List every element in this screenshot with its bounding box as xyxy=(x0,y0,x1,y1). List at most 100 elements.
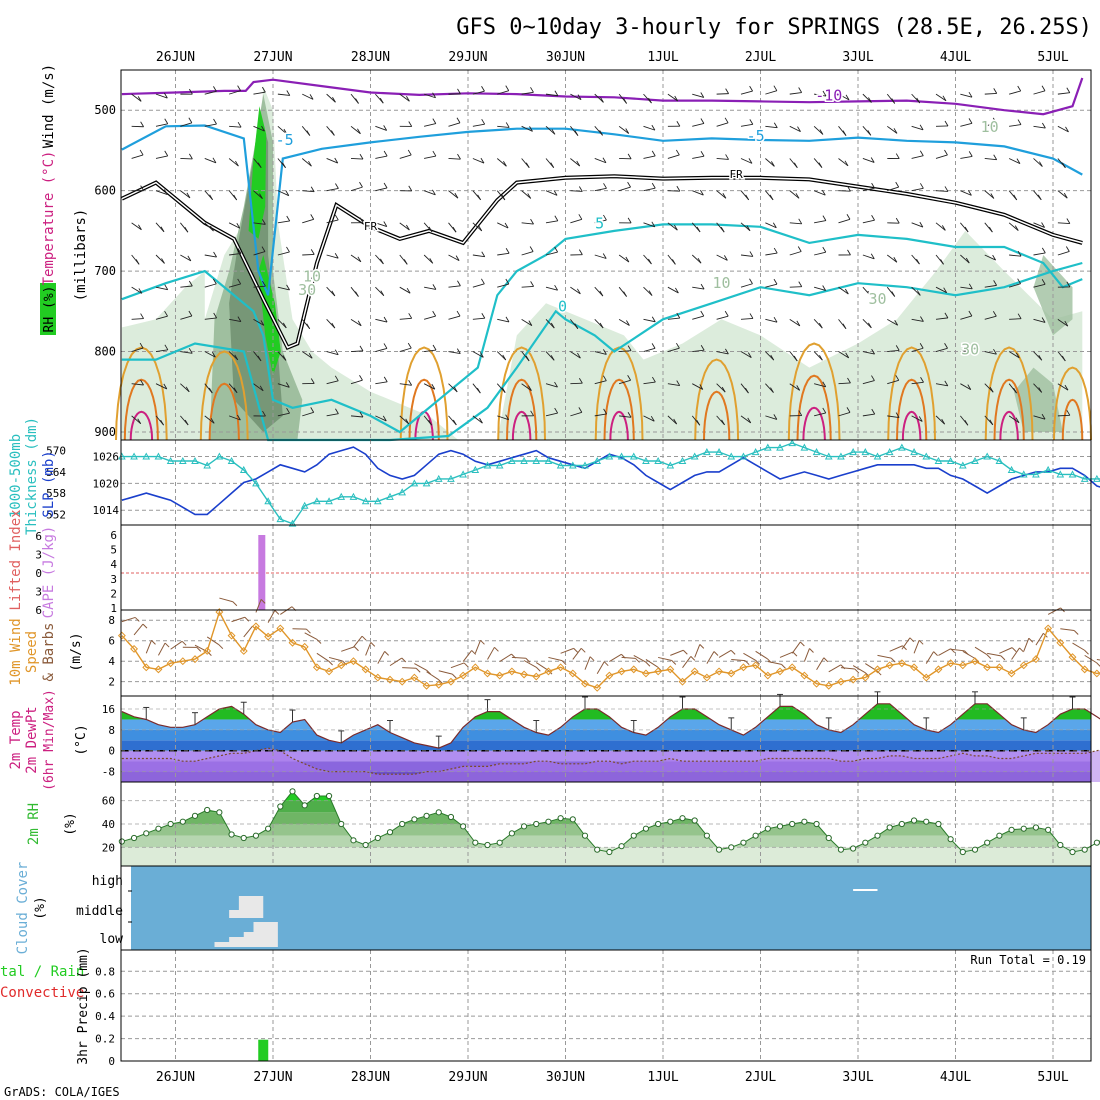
wind-barb-flag xyxy=(652,376,656,383)
wind-barb xyxy=(375,318,388,323)
rh2m-marker xyxy=(118,838,125,845)
wind-barb xyxy=(935,190,949,192)
wind-barb-flag xyxy=(842,323,847,329)
wind-barb xyxy=(448,351,461,355)
wind-barb-flag xyxy=(916,290,921,296)
wind-barb xyxy=(814,251,826,256)
wind-barb xyxy=(716,383,726,393)
rh2m-marker xyxy=(996,832,1003,839)
wind-barb xyxy=(1009,254,1022,257)
wind-barb xyxy=(765,222,777,229)
wind10m-barb xyxy=(743,652,756,661)
wind-barb-flag xyxy=(845,352,850,359)
wind-barb xyxy=(814,93,827,97)
ylabel-cloud-unit: (%) xyxy=(33,896,48,919)
wind-barb-flag xyxy=(456,117,461,124)
wind-barb xyxy=(521,383,532,391)
wind-barb xyxy=(838,158,849,167)
wind-barb-flag xyxy=(847,185,851,192)
slp-marker xyxy=(471,465,480,473)
wind10m-barb-flag xyxy=(671,660,677,665)
wind10m-barb xyxy=(645,659,658,668)
rh2m-marker xyxy=(216,809,223,816)
wind-barb xyxy=(155,349,168,352)
wind-barb-flag xyxy=(432,118,437,124)
wind-barb-flag xyxy=(478,225,483,232)
temperature-contour xyxy=(787,342,841,441)
cloud-level-label: middle xyxy=(76,904,123,919)
wind-barb-flag xyxy=(651,221,656,228)
wind10m-marker xyxy=(203,646,212,655)
cloud-panel: high middle low Cloud Cover (%) xyxy=(15,862,1092,954)
wind-barb-flag xyxy=(602,253,607,259)
wind-barb xyxy=(1008,351,1020,359)
wind-barb xyxy=(765,318,778,323)
wind-barb xyxy=(497,318,510,323)
wind10m-barb xyxy=(487,647,495,660)
wind10m-marker xyxy=(532,672,541,681)
wind10m-marker xyxy=(495,671,504,680)
wind10m-marker xyxy=(349,657,358,666)
wind-barb xyxy=(180,285,193,288)
temp-tick-label: 8 xyxy=(108,724,115,737)
wind10m-barb-flag xyxy=(809,648,814,653)
wind-barb xyxy=(302,253,315,256)
wind10m-marker xyxy=(325,667,334,676)
wind-barb-flag xyxy=(554,284,558,291)
wind-barb-flag xyxy=(210,225,214,232)
wind-barb-flag xyxy=(675,287,679,294)
wind-barb-flag xyxy=(895,153,900,159)
wind-barb-flag xyxy=(918,416,923,422)
wind-barb xyxy=(960,315,973,320)
wind-barb-flag xyxy=(237,278,242,285)
wind-barb xyxy=(740,158,753,164)
temperature-contour xyxy=(984,346,1034,441)
rh2m-marker xyxy=(898,820,905,828)
temperature-contour xyxy=(887,346,936,441)
wind-barb-flag xyxy=(1016,158,1021,164)
wind10m-barb xyxy=(523,660,537,668)
wind-barb-flag xyxy=(406,224,410,231)
wind10m-barb xyxy=(901,637,911,650)
wind-barb-flag xyxy=(260,320,265,326)
rh-tick-label: 20 xyxy=(102,841,115,854)
wind-barb-flag xyxy=(137,96,142,102)
wind10m-barb-flag xyxy=(134,617,140,622)
wind-barb xyxy=(813,125,824,135)
wind-barb xyxy=(886,254,898,263)
wind-barb-flag xyxy=(380,290,385,296)
rh2m-marker xyxy=(910,817,918,824)
slp-marker xyxy=(776,443,784,451)
wind10m-marker xyxy=(422,681,431,690)
slp-marker xyxy=(642,456,650,465)
rh2m-marker xyxy=(325,792,333,800)
rh2m-marker xyxy=(825,834,832,842)
wind10m-barb-flag xyxy=(986,654,992,659)
wind-barb xyxy=(716,315,729,320)
wind-barb xyxy=(229,253,242,256)
wind10m-barb xyxy=(194,644,208,653)
wind-barb xyxy=(643,318,656,323)
wind-barb-flag xyxy=(432,92,436,98)
slp-marker xyxy=(373,497,382,505)
wind-barb-flag xyxy=(648,97,652,104)
wind-barb-flag xyxy=(453,386,458,393)
wind10m-barb xyxy=(828,664,842,673)
slp-marker xyxy=(1093,474,1100,482)
wind-barb-flag xyxy=(846,214,851,220)
rh-shading xyxy=(1014,367,1063,432)
wind-barb xyxy=(935,347,948,352)
wind-barb-flag xyxy=(576,288,581,295)
wind-barb xyxy=(789,125,801,133)
rh2m-marker xyxy=(1032,824,1040,831)
temperature-contour xyxy=(208,382,240,441)
wind-barb xyxy=(521,251,534,256)
slp-marker xyxy=(386,492,394,500)
wind-barb-flag xyxy=(993,280,997,286)
wind-barb-flag xyxy=(161,258,165,264)
wind-barb xyxy=(570,158,580,167)
wind10m-marker xyxy=(117,631,126,640)
wind-barb-flag xyxy=(676,120,681,127)
wind10m-barb xyxy=(706,651,715,664)
wind-barb xyxy=(131,154,144,159)
